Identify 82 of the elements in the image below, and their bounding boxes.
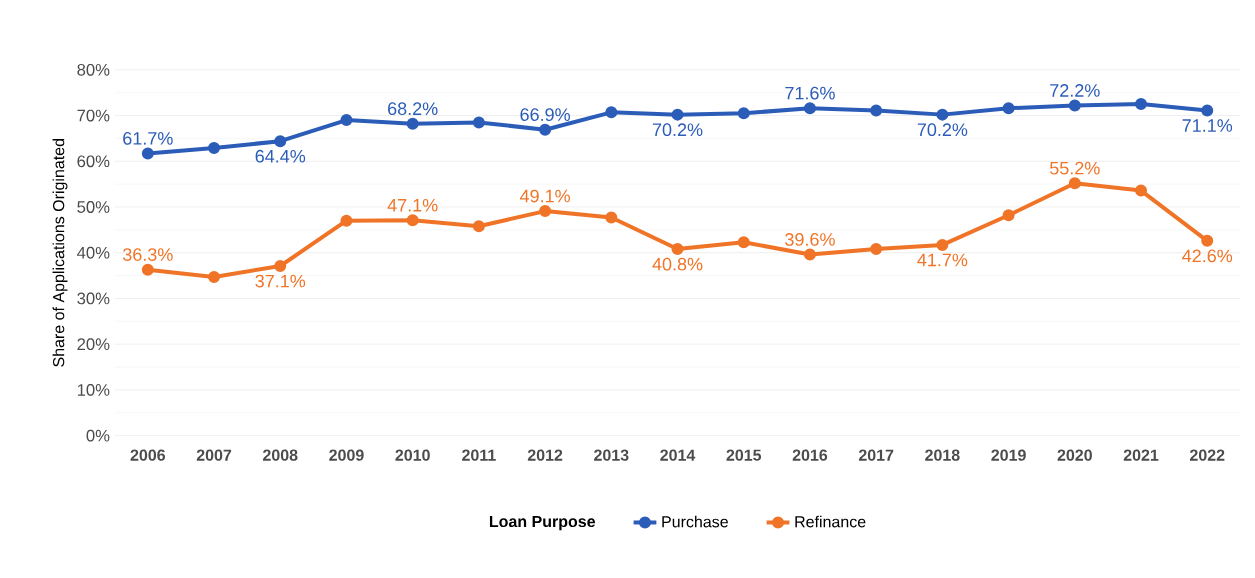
x-tick-label: 2013 [594, 449, 629, 461]
point [605, 211, 618, 224]
y-tick-label: 10% [77, 383, 110, 396]
point [539, 123, 552, 136]
data-label: 70.2% [652, 123, 703, 137]
data-label: 41.7% [917, 253, 968, 267]
x-tick-label: 2010 [395, 449, 430, 461]
y-tick-label: 20% [77, 338, 110, 351]
y-tick-label: 30% [77, 292, 110, 305]
point [1201, 104, 1214, 117]
data-label: 64.4% [255, 149, 306, 163]
data-label: 66.9% [520, 108, 570, 121]
data-label: 42.6% [1182, 249, 1233, 263]
point [870, 243, 883, 255]
x-tick-label: 2017 [858, 449, 894, 461]
point [936, 238, 949, 251]
x-tick-label: 2014 [660, 449, 696, 461]
x-tick-label: 2019 [991, 449, 1026, 461]
point [340, 214, 353, 227]
point [406, 214, 419, 227]
x-tick-label: 2012 [527, 449, 563, 461]
x-tick-label: 2016 [792, 449, 828, 461]
data-label: 55.2% [1049, 161, 1100, 175]
point [737, 236, 750, 249]
data-label: 36.3% [122, 248, 173, 261]
y-tick-label: 50% [77, 201, 110, 213]
x-tick-label: 2008 [263, 449, 298, 461]
data-label: 72.2% [1050, 84, 1100, 97]
legend-label: Refinance [795, 515, 866, 528]
x-tick-label: 2021 [1123, 449, 1159, 461]
data-label: 61.7% [123, 131, 173, 145]
legend-title: Loan Purpose [489, 515, 596, 531]
x-tick-label: 2006 [130, 449, 166, 461]
legend-label: Purchase [662, 515, 728, 528]
point [1135, 184, 1148, 197]
point [1068, 177, 1081, 190]
point [274, 259, 287, 272]
data-label: 71.6% [785, 86, 835, 100]
y-tick-label: 0% [86, 429, 110, 442]
point [737, 107, 750, 120]
point [208, 141, 221, 154]
x-tick-label: 2011 [462, 449, 496, 461]
y-tick-label: 40% [77, 246, 110, 259]
data-label: 37.1% [255, 274, 306, 288]
point [1135, 98, 1148, 111]
point [671, 243, 684, 255]
point [472, 220, 485, 233]
data-label: 68.2% [388, 102, 438, 115]
point [936, 108, 949, 121]
point [208, 270, 221, 283]
point [870, 104, 883, 117]
x-tick-label: 2015 [726, 449, 762, 461]
x-tick-label: 2022 [1189, 449, 1225, 461]
data-label: 39.6% [785, 233, 835, 246]
data-label: 70.2% [917, 123, 968, 137]
point [472, 116, 485, 129]
y-tick-label: 70% [77, 109, 110, 122]
y-tick-label: 80% [77, 63, 110, 76]
point [1002, 102, 1015, 115]
x-tick-label: 2018 [925, 449, 960, 461]
point [1201, 234, 1214, 247]
point [274, 135, 287, 148]
y-tick-label: 60% [77, 155, 110, 168]
point [605, 106, 618, 119]
x-tick-label: 2020 [1057, 449, 1092, 461]
point [671, 108, 684, 121]
x-tick-label: 2009 [329, 449, 364, 461]
point [803, 102, 816, 115]
point [539, 205, 552, 218]
point [1002, 209, 1015, 222]
data-label: 71.1% [1182, 119, 1233, 132]
point [141, 263, 154, 276]
x-tick-label: 2007 [196, 449, 232, 461]
point [406, 117, 419, 130]
y-axis-title: Share of Applications Originated [52, 138, 68, 367]
data-label: 49.1% [519, 189, 570, 203]
point [340, 114, 353, 127]
point [1068, 99, 1081, 112]
point [803, 248, 816, 261]
data-label: 40.8% [652, 257, 703, 271]
data-label: 47.1% [387, 198, 438, 212]
point [141, 147, 154, 160]
